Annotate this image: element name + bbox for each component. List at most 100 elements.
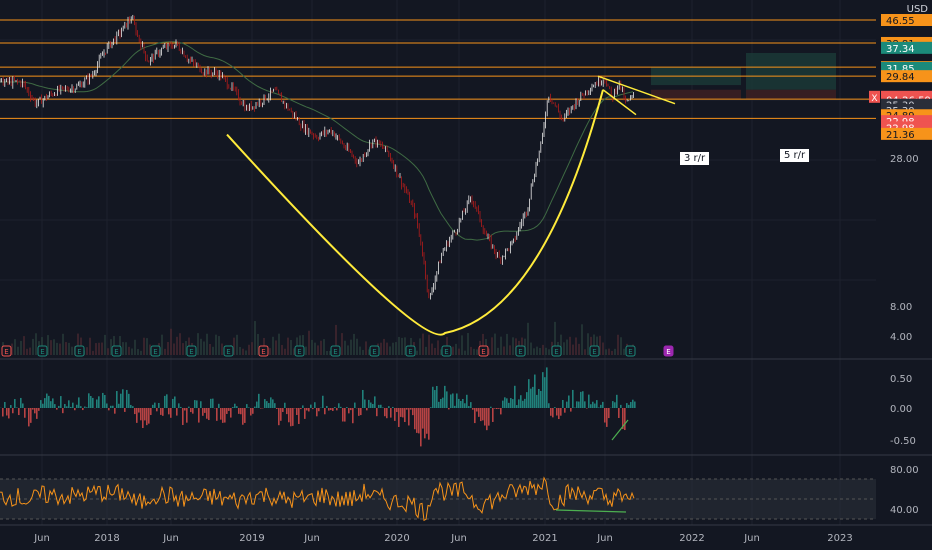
oscillator-bar <box>570 408 572 412</box>
oscillator-bar <box>82 408 84 411</box>
oscillator-bar <box>52 398 54 408</box>
earnings-icon-label: E <box>333 348 337 356</box>
volume-bar <box>452 346 454 355</box>
oscillator-bar <box>220 408 222 420</box>
oscillator-bar <box>158 402 160 408</box>
oscillator-bar <box>46 393 48 408</box>
volume-bar <box>251 342 253 355</box>
price-tag-label: 21.36 <box>886 130 915 141</box>
earnings-icon-label: E <box>77 348 81 356</box>
oscillator-bar <box>134 408 136 415</box>
oscillator-bar <box>550 408 552 416</box>
volume-bar <box>491 337 493 355</box>
oscillator-bar <box>608 408 610 419</box>
oscillator-bar <box>252 408 254 414</box>
volume-bar <box>605 349 607 355</box>
volume-bar <box>317 345 319 355</box>
oscillator-bar <box>168 408 170 415</box>
oscillator-bar <box>142 408 144 428</box>
volume-bar <box>581 324 583 355</box>
oscillator-bar <box>84 406 86 408</box>
oscillator-bar <box>390 408 392 418</box>
oscillator-bar <box>136 408 138 423</box>
volume-bar <box>311 339 313 355</box>
oscillator-bar <box>30 408 32 423</box>
oscillator-bar <box>496 408 498 410</box>
volume-bar <box>416 350 418 355</box>
volume-bar <box>344 340 346 355</box>
oscillator-bar <box>556 408 558 416</box>
oscillator-bar <box>532 386 534 408</box>
oscillator-bar <box>128 393 130 408</box>
rsi-line <box>0 476 635 522</box>
volume-bar <box>503 346 505 355</box>
oscillator-bar <box>620 404 622 408</box>
oscillator-bar <box>248 407 250 408</box>
oscillator-bar <box>362 389 364 408</box>
volume-bar <box>401 337 403 355</box>
volume-bar <box>89 337 91 355</box>
earnings-icon <box>294 345 305 357</box>
oscillator-bar <box>562 400 564 408</box>
oscillator-bar <box>414 408 416 430</box>
earnings-icon-label: E <box>189 348 193 356</box>
volume-bar <box>278 333 280 355</box>
oscillator-bar <box>336 408 338 411</box>
oscillator-bar <box>542 372 544 408</box>
oscillator-bar <box>596 400 598 408</box>
risk-zone-3 <box>651 89 741 100</box>
oscillator-bar <box>60 396 62 408</box>
oscillator-bar <box>392 406 394 408</box>
price-axis-tick: 8.00 <box>890 302 912 313</box>
oscillator-bar <box>544 377 546 408</box>
oscillator-bar <box>482 408 484 421</box>
earnings-icon-label: E <box>372 348 376 356</box>
volume-bar <box>32 338 34 355</box>
oscillator-bar <box>400 408 402 417</box>
volume-bar <box>587 333 589 355</box>
oscillator-bar <box>274 403 276 408</box>
oscillator-bar <box>358 408 360 416</box>
oscillator-bar <box>330 408 332 411</box>
oscillator-bar <box>344 408 346 422</box>
oscillator-bar <box>160 408 162 415</box>
oscillator-bar <box>420 408 422 447</box>
oscillator-bar <box>280 408 282 421</box>
volume-bar <box>257 333 259 355</box>
oscillator-bar <box>416 408 418 433</box>
oscillator-bar <box>200 401 202 408</box>
oscillator-bar <box>240 408 242 415</box>
oscillator-bar <box>112 405 114 408</box>
oscillator-bar <box>346 407 348 408</box>
oscillator-bar <box>492 408 494 422</box>
oscillator-bar <box>372 403 374 408</box>
oscillator-bar <box>218 403 220 408</box>
oscillator-bar <box>204 408 206 413</box>
risk-reward-zones <box>651 52 836 100</box>
oscillator-bar <box>584 401 586 408</box>
oscillator-bar <box>190 408 192 413</box>
oscillator-bar <box>470 402 472 408</box>
volume-bar <box>110 339 112 355</box>
oscillator-divergence-line <box>611 419 629 441</box>
grid <box>0 0 932 526</box>
volume-bar <box>506 333 508 355</box>
volume-bar <box>356 338 358 355</box>
horizontal-levels[interactable] <box>0 19 876 119</box>
oscillator-bar <box>394 408 396 421</box>
earnings-icon-label: E <box>226 348 230 356</box>
oscillator-bar <box>86 407 88 408</box>
oscillator-bar <box>196 400 198 408</box>
volume-bar <box>26 348 28 355</box>
earnings-icon-label: E <box>592 348 596 356</box>
oscillator-bar <box>560 408 562 416</box>
volume-bar <box>29 347 31 355</box>
volume-bar <box>473 348 475 355</box>
drawings[interactable] <box>226 75 676 336</box>
oscillator-bar <box>66 406 68 408</box>
volume-bar <box>23 336 25 355</box>
axes: Jun 2018 Jun 2019 Jun 2020 Jun 2021 Jun 2022 Jun 20… <box>33 36 918 544</box>
volume-bar <box>494 333 496 355</box>
